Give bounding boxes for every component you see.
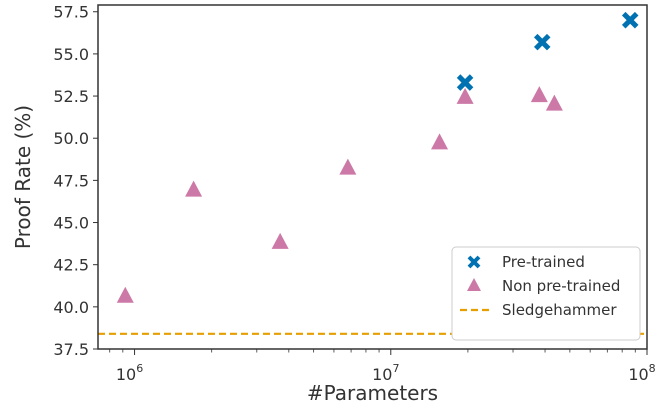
y-tick-label: 52.5: [53, 87, 89, 106]
non-pretrained-point: [185, 180, 203, 197]
legend-label: Sledgehammer: [502, 301, 617, 319]
non-pretrained-point: [271, 232, 289, 249]
pretrained-point: [621, 11, 639, 29]
x-tick-label: 107: [372, 362, 399, 384]
non-pretrained-point: [431, 133, 449, 150]
y-tick-label: 57.5: [53, 3, 89, 22]
y-tick-label: 42.5: [53, 256, 89, 275]
legend-label: Pre-trained: [502, 253, 585, 271]
y-tick-label: 50.0: [53, 129, 89, 148]
plot-frame: [97, 4, 648, 350]
non-pretrained-point: [530, 86, 548, 103]
x-tick-label: 108: [628, 362, 655, 384]
legend-label: Non pre-trained: [502, 277, 620, 295]
legend-entries: Pre-trained Non pre-trained Sledgehammer: [460, 253, 620, 319]
legend-non-pretrained: Non pre-trained: [467, 277, 620, 295]
y-tick-label: 55.0: [53, 45, 89, 64]
legend-box: [451, 246, 641, 341]
x-axis-label: #Parameters: [307, 381, 438, 405]
y-axis-ticks: 37.5 40.0 42.5 45.0 47.5 50.0 52.5 55.0 57.5: [53, 3, 98, 359]
legend-pretrained: Pre-trained: [467, 253, 585, 271]
pretrained-point: [456, 74, 474, 91]
x-icon: [467, 255, 481, 269]
y-tick-label: 37.5: [53, 340, 89, 359]
y-tick-label: 45.0: [53, 214, 89, 233]
points-layer: [116, 11, 639, 303]
x-axis-ticks: 106 107 108: [109, 349, 656, 384]
y-axis-label: Proof Rate (%): [11, 105, 35, 249]
y-tick-label: 40.0: [53, 298, 89, 317]
x-tick-label: 106: [116, 362, 143, 384]
non-pretrained-point: [339, 158, 357, 175]
non-pretrained-point: [116, 286, 134, 303]
non-pretrained-point: [545, 94, 563, 111]
legend: Pre-trained Non pre-trained Sledgehammer: [451, 246, 641, 341]
y-tick-label: 47.5: [53, 171, 89, 190]
triangle-icon: [467, 278, 481, 291]
non-pretrained-point: [456, 87, 474, 104]
pretrained-point: [533, 33, 551, 51]
legend-sledgehammer: Sledgehammer: [460, 301, 617, 319]
